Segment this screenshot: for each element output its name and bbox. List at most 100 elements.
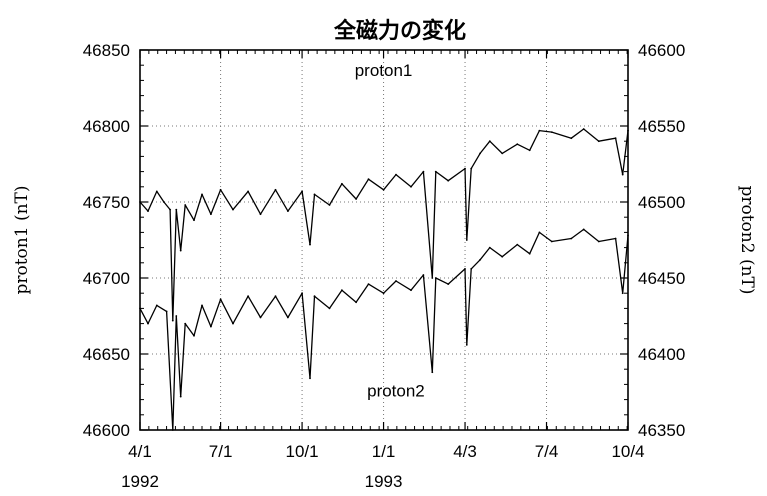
proton1-point [382,188,385,191]
proton1-point [464,167,466,170]
annotations: proton1 proton2 [355,61,425,401]
proton2-point [367,283,370,285]
proton2-point [538,231,541,234]
proton1-point [210,213,212,216]
proton1-point [201,193,203,196]
right-tick-label: 46550 [638,117,685,136]
proton2-point [301,292,303,295]
proton2-point [328,307,331,310]
proton2-point [382,292,385,295]
proton1-point [328,204,331,206]
proton1-point [621,173,624,176]
proton1-point [582,128,585,130]
proton1-point [434,170,437,173]
proton2-point [287,316,289,319]
axes: 46600 46350 46650 46400 46700 46450 46750 46500… [83,41,686,491]
proton2-point [570,237,573,240]
proton2-point [465,344,468,346]
left-tick-label: 46750 [83,193,130,212]
proton2-point [488,246,491,249]
x-tick-label: 7/1 [209,442,233,461]
proton1-point [597,140,600,143]
proton2-point [179,395,182,398]
proton2-point [219,298,222,301]
right-tick-label: 46350 [638,421,685,440]
proton1-point [488,140,491,143]
proton1-point [422,170,425,173]
proton1-point [163,201,165,203]
right-axis-label: proton2 (nT) [737,185,757,294]
left-tick-label: 46650 [83,345,130,364]
left-tick-label: 46800 [83,117,130,136]
proton2-point [479,258,481,261]
proton1-point [301,190,303,193]
proton1-point [179,249,182,252]
x-tick-label: 10/4 [611,442,644,461]
series-annotation: proton2 [367,382,425,401]
proton1-point [259,213,262,216]
proton2-point [193,334,195,337]
proton2-point [247,295,250,298]
proton2-point [470,268,473,270]
proton1-point [501,152,504,155]
proton1-point [395,173,397,176]
proton2-point [516,243,519,246]
chart-title: 全磁力の変化 [333,18,466,43]
proton2-point [232,322,234,325]
x-tick-label: 4/3 [453,442,477,461]
proton1-point [193,219,195,222]
proton1-point [550,131,553,134]
left-tick-label: 46700 [83,269,130,288]
x-year-label: 1992 [121,472,159,491]
proton2-point [614,237,617,240]
proton1-point [431,277,434,279]
proton1-point [155,190,158,193]
proton1-point [614,137,617,140]
proton1-point [287,210,289,213]
proton1-point [570,137,573,140]
proton2-point [155,304,158,307]
proton2-point [447,283,450,285]
proton1-point [175,208,178,211]
proton1-point [171,319,174,322]
proton2-point [355,301,357,304]
proton2-point [464,268,466,270]
proton2-point [165,310,168,313]
proton2-point [422,274,425,276]
grid [140,50,628,430]
proton1-line [139,128,629,322]
proton1-point [232,208,234,211]
proton1-point [447,179,450,182]
proton2-point [201,304,203,307]
proton2-point [313,295,316,298]
proton1-point [479,152,481,155]
proton2-point [274,295,277,298]
proton1-point [309,243,311,246]
x-tick-label: 7/4 [535,442,559,461]
proton2-point [431,371,434,374]
proton1-point [184,204,187,206]
right-tick-label: 46400 [638,345,685,364]
proton1-point [470,167,473,170]
proton2-point [501,255,504,258]
left-axis-label: proton1 (nT) [12,185,32,294]
proton2-point [550,240,553,243]
proton2-point [582,228,585,231]
proton1-point [516,143,519,146]
proton1-point [355,198,357,200]
proton1-point [367,178,370,181]
left-tick-label: 46850 [83,41,130,60]
proton2-point [597,240,600,243]
proton1-point [410,185,412,188]
x-tick-label: 10/1 [286,442,319,461]
series-annotation: proton1 [355,61,413,80]
proton2-point [309,377,311,380]
proton1-point [274,188,277,191]
proton1-point [219,188,222,191]
right-tick-label: 46600 [638,41,685,60]
proton1-point [538,129,541,132]
right-tick-label: 46500 [638,193,685,212]
x-tick-label: 4/1 [128,442,152,461]
proton1-point [528,149,531,152]
